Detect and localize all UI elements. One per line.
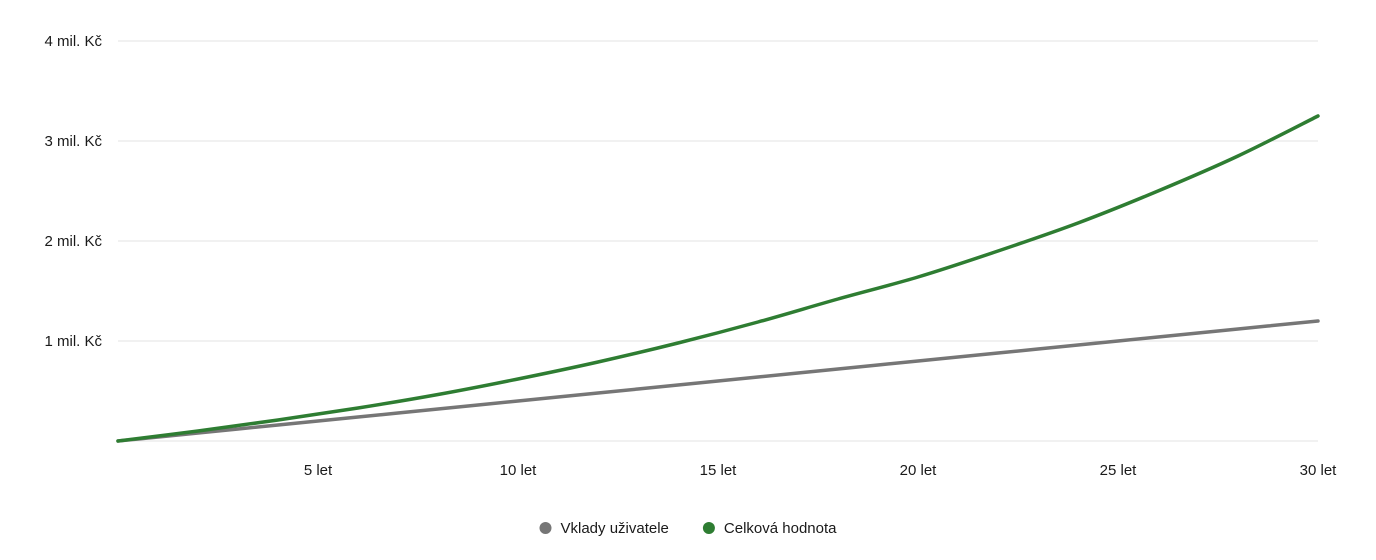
y-tick-label: 4 mil. Kč xyxy=(44,33,102,50)
series-line-celkova-hodnota xyxy=(116,114,1320,443)
legend-marker xyxy=(702,522,715,534)
legend: Vklady uživatele Celková hodnota xyxy=(539,520,837,537)
y-tick-label: 1 mil. Kč xyxy=(44,333,102,350)
grid-lines xyxy=(118,40,1318,342)
x-tick-label: 25 let xyxy=(1100,462,1138,479)
legend-label: Vklady uživatele xyxy=(561,520,669,537)
legend-marker xyxy=(539,522,552,534)
x-tick-label: 15 let xyxy=(700,462,738,479)
x-tick-label: 30 let xyxy=(1300,462,1338,479)
axes: 1 mil. Kč 2 mil. Kč 3 mil. Kč 4 mil. Kč 5 le… xyxy=(44,33,1337,479)
x-tick-label: 10 let xyxy=(500,462,538,479)
series-line-vklady-uzivatele xyxy=(116,319,1320,443)
x-tick-label: 20 let xyxy=(900,462,938,479)
y-tick-label: 3 mil. Kč xyxy=(44,133,102,150)
series-lines xyxy=(116,114,1320,443)
x-tick-label: 5 let xyxy=(304,462,333,479)
legend-label: Celková hodnota xyxy=(724,520,837,537)
y-tick-label: 2 mil. Kč xyxy=(44,233,102,250)
